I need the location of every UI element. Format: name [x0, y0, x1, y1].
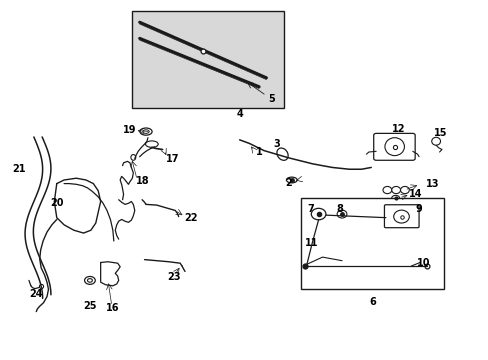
- Text: 15: 15: [433, 128, 447, 138]
- Text: 20: 20: [50, 198, 63, 208]
- Ellipse shape: [391, 195, 399, 201]
- Text: 8: 8: [335, 204, 342, 215]
- Text: 14: 14: [408, 189, 422, 199]
- Text: 3: 3: [273, 139, 280, 149]
- Text: 23: 23: [167, 272, 180, 282]
- Ellipse shape: [131, 154, 136, 160]
- Text: 13: 13: [425, 179, 439, 189]
- Bar: [132, 12, 283, 108]
- Ellipse shape: [400, 186, 408, 194]
- FancyBboxPatch shape: [384, 205, 418, 228]
- Text: 25: 25: [83, 301, 97, 311]
- Text: 2: 2: [285, 177, 291, 188]
- Bar: [300, 198, 444, 289]
- Ellipse shape: [276, 148, 287, 160]
- Ellipse shape: [391, 186, 400, 194]
- Text: 12: 12: [391, 124, 405, 134]
- Ellipse shape: [84, 276, 95, 284]
- Ellipse shape: [431, 137, 440, 145]
- Text: 10: 10: [416, 258, 430, 268]
- Text: 19: 19: [123, 125, 136, 135]
- Text: 16: 16: [106, 303, 120, 313]
- Text: 9: 9: [415, 204, 422, 215]
- Text: 22: 22: [184, 213, 197, 223]
- Ellipse shape: [393, 210, 408, 223]
- FancyBboxPatch shape: [373, 134, 414, 160]
- Ellipse shape: [336, 210, 346, 218]
- Text: 4: 4: [236, 109, 243, 120]
- Text: 1: 1: [255, 147, 262, 157]
- Text: 5: 5: [267, 94, 274, 104]
- Text: 21: 21: [13, 164, 26, 174]
- Text: 11: 11: [304, 238, 317, 248]
- Text: 6: 6: [368, 297, 375, 307]
- Ellipse shape: [142, 130, 149, 134]
- Ellipse shape: [87, 279, 92, 282]
- Text: 17: 17: [165, 154, 179, 164]
- Ellipse shape: [286, 177, 297, 183]
- Text: 24: 24: [29, 289, 42, 299]
- Text: 18: 18: [136, 176, 150, 186]
- Ellipse shape: [382, 186, 391, 194]
- Text: 7: 7: [307, 204, 314, 215]
- Ellipse shape: [384, 138, 404, 156]
- Ellipse shape: [311, 208, 325, 220]
- Ellipse shape: [145, 141, 158, 147]
- Ellipse shape: [140, 128, 152, 135]
